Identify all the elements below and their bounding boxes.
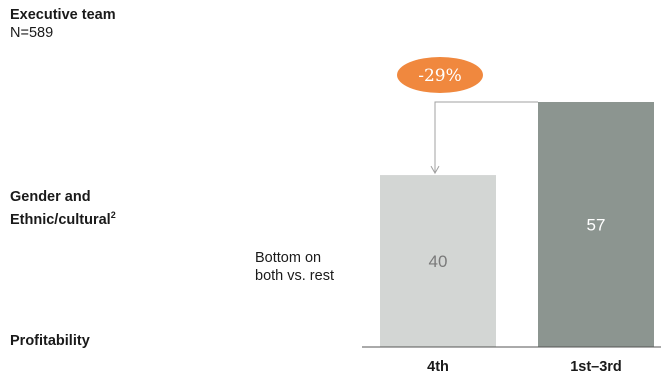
comparison-label: Bottom on both vs. rest — [255, 249, 334, 285]
x-tick-label-1: 1st–3rd — [570, 359, 622, 375]
sample-size: N=589 — [10, 25, 54, 41]
metric-label: Profitability — [10, 333, 90, 349]
change-callout-text: -29% — [418, 66, 462, 86]
footnote-marker: 2 — [110, 210, 116, 220]
dimension-label-text: Ethnic/cultural — [10, 211, 111, 228]
panel-title: Executive team — [10, 7, 116, 23]
bar-0 — [380, 175, 496, 347]
comparison-connector — [434, 101, 538, 173]
x-tick-label-0: 4th — [427, 359, 449, 375]
bar-value-label-0: 40 — [429, 252, 448, 271]
change-callout-bubble — [397, 57, 483, 93]
comparison-label-line2: both vs. rest — [255, 268, 334, 284]
dimension-label: Gender and Ethnic/cultural2 — [10, 188, 116, 229]
comparison-label-line1: Bottom on — [255, 250, 322, 266]
dimension-label-line1: Gender and — [10, 189, 91, 205]
bar-value-label-1: 57 — [587, 216, 606, 235]
connector-arrowhead — [430, 165, 440, 175]
bar-1 — [538, 102, 654, 347]
dimension-label-line2: Ethnic/cultural2 — [10, 206, 116, 229]
